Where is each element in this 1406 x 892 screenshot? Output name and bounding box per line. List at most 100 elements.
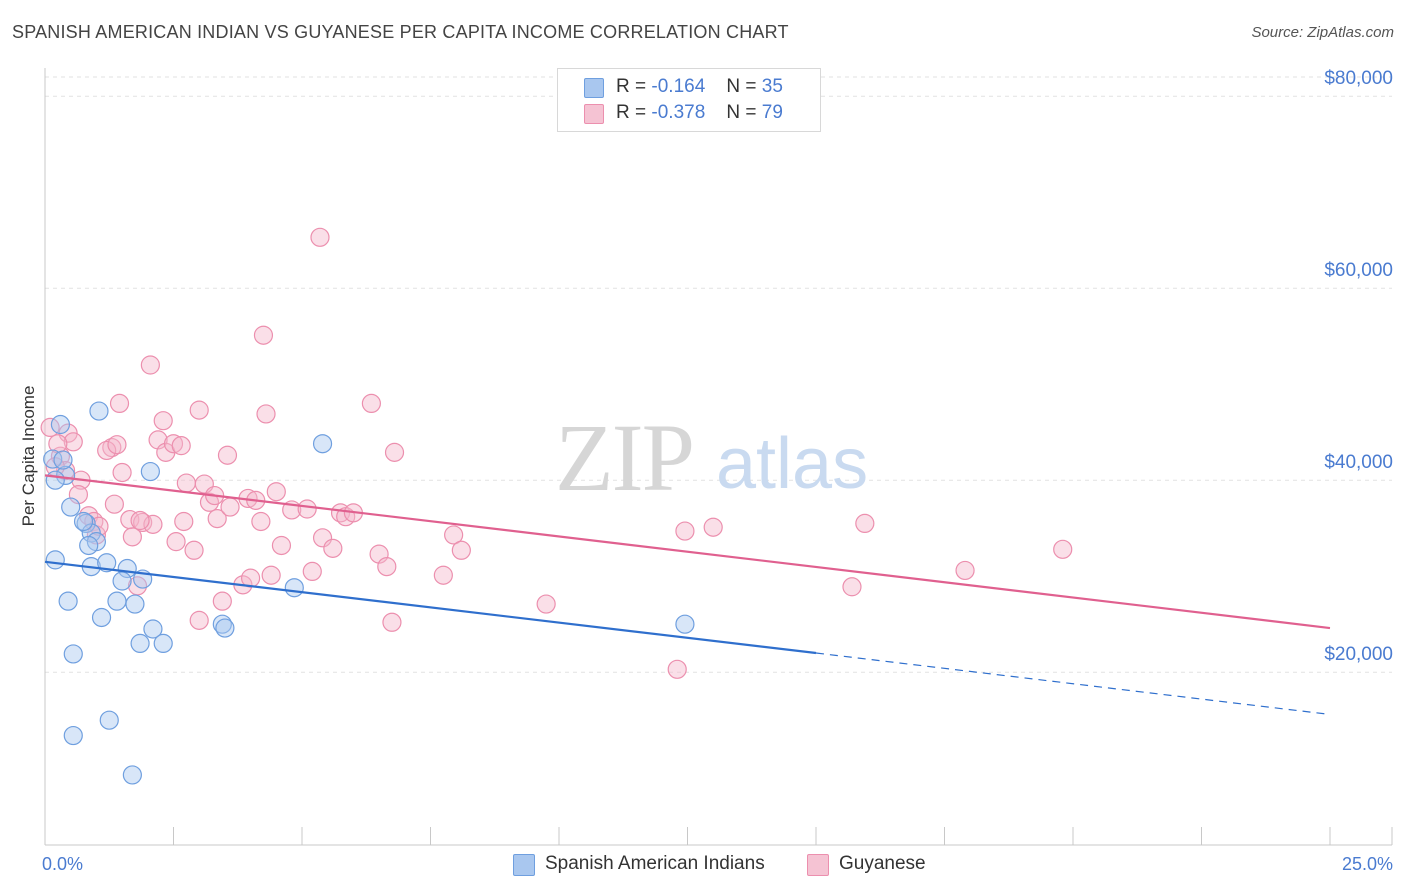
series-label: Spanish American Indians	[545, 853, 765, 874]
y-tick-label: $20,000	[1324, 644, 1393, 665]
x-tick-label: 0.0%	[42, 854, 83, 874]
pink-point	[302, 561, 322, 582]
pink-point	[382, 612, 402, 632]
pink-point	[174, 511, 194, 532]
y-tick-label: $60,000	[1324, 260, 1393, 281]
blue-point	[73, 511, 94, 532]
pink-point	[667, 659, 687, 679]
blue-point	[58, 591, 78, 611]
pink-point	[143, 514, 163, 534]
pink-point	[171, 436, 191, 456]
blue-point	[63, 644, 83, 664]
pink-point	[703, 517, 723, 537]
source-label: Source: ZipAtlas.com	[1251, 24, 1394, 41]
pink-point	[189, 400, 209, 420]
pink-point	[256, 404, 276, 424]
pink-point	[112, 462, 132, 483]
pink-point	[140, 355, 160, 375]
pink-point	[297, 499, 317, 519]
pink-point	[855, 513, 875, 534]
blue-point	[215, 618, 235, 638]
blue-point	[140, 461, 160, 482]
blue-point	[153, 633, 173, 654]
blue-point	[312, 434, 333, 454]
blue-point	[284, 578, 304, 598]
pink-point	[444, 525, 464, 545]
correlation-legend: R = -0.164 N = 35 R = -0.378 N = 79	[557, 68, 821, 132]
pink-point	[1053, 539, 1073, 559]
chart-title: SPANISH AMERICAN INDIAN VS GUYANESE PER …	[12, 22, 789, 42]
series-swatch-pink	[807, 854, 829, 876]
pink-point	[130, 510, 150, 531]
pink-point	[109, 393, 130, 413]
blue-point	[43, 449, 63, 469]
legend-n-value: 79	[761, 102, 783, 123]
pink-point	[104, 494, 124, 514]
pink-point	[361, 393, 381, 413]
blue-point	[107, 591, 127, 611]
pink-point	[102, 437, 122, 458]
blue-point	[91, 607, 112, 628]
pink-point	[842, 577, 862, 597]
tick-labels: $20,000 $40,000 $60,000 $80,000 0.0% 25.0%	[42, 68, 1393, 874]
blue-point	[130, 633, 150, 654]
pink-point	[207, 508, 227, 529]
guyanese-points	[40, 227, 1073, 679]
blue-trend-line	[44, 560, 817, 655]
pink-point	[212, 591, 232, 611]
blue-trend-extension	[815, 652, 1331, 716]
legend-n-label: N =	[726, 102, 757, 123]
x-tick-label: 25.0%	[1342, 854, 1393, 874]
legend-n-value: 35	[761, 76, 783, 97]
pink-point	[217, 445, 238, 465]
blue-point	[45, 550, 65, 570]
y-tick-label: $80,000	[1324, 68, 1393, 89]
pink-point	[189, 610, 209, 630]
blue-point	[99, 710, 119, 730]
pink-point	[184, 540, 204, 560]
legend-swatch-blue	[584, 78, 604, 98]
legend-r-label: R =	[616, 76, 647, 97]
pink-point	[451, 540, 471, 560]
blue-point	[79, 535, 99, 556]
blue-point	[122, 765, 142, 785]
y-tick-label: $40,000	[1324, 452, 1393, 473]
pink-point	[675, 521, 695, 541]
trend-lines	[44, 474, 1331, 716]
pink-point	[323, 538, 343, 558]
pink-point	[261, 565, 281, 585]
pink-trend-line	[44, 474, 1331, 630]
pink-point	[433, 565, 453, 585]
pink-point	[955, 560, 975, 581]
pink-point	[97, 440, 117, 461]
pink-point	[266, 482, 286, 502]
legend-n-label: N =	[726, 76, 757, 97]
blue-point	[55, 465, 76, 485]
legend-swatch-pink	[584, 104, 604, 124]
blue-point	[50, 414, 71, 435]
pink-point	[312, 528, 333, 548]
pink-point	[176, 473, 196, 493]
blue-point	[143, 619, 163, 639]
pink-point	[163, 434, 184, 454]
blue-point	[112, 571, 132, 591]
blue-point	[53, 450, 73, 470]
series-label: Guyanese	[839, 853, 926, 874]
blue-point	[89, 401, 109, 421]
pink-point	[271, 535, 292, 556]
legend-r-value: -0.164	[651, 76, 706, 97]
pink-point	[384, 442, 405, 462]
watermark-atlas: atlas	[716, 424, 868, 504]
legend-r-value: -0.378	[651, 102, 706, 123]
blue-point	[61, 497, 81, 517]
pink-point	[107, 435, 127, 455]
pink-point	[253, 325, 274, 345]
pink-point	[536, 594, 556, 614]
pink-point	[310, 227, 330, 247]
pink-point	[220, 497, 240, 517]
pink-point	[251, 511, 271, 532]
watermark: ZIP atlas	[555, 404, 868, 511]
spanish-american-indian-points	[43, 401, 695, 785]
y-axis-label: Per Capita Income	[19, 386, 38, 527]
